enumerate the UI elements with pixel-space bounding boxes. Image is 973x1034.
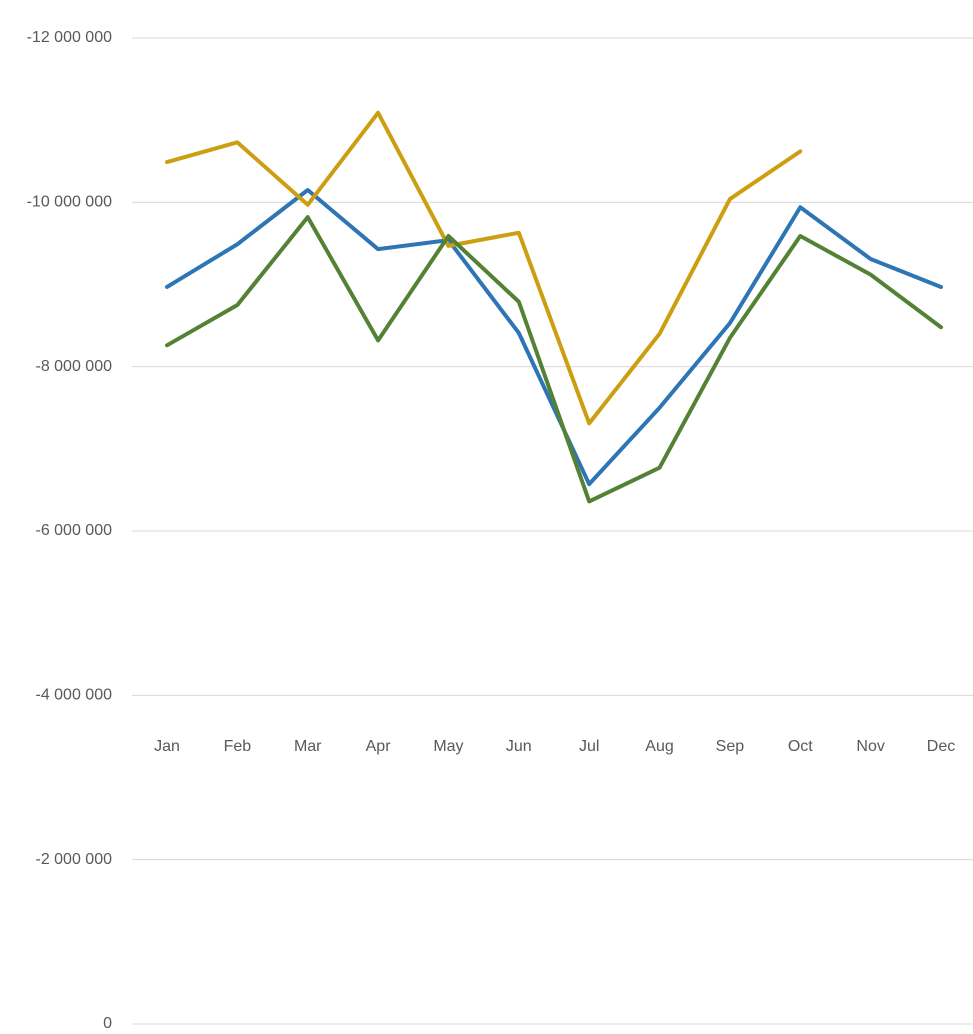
- y-tick-label: -4 000 000: [35, 687, 112, 704]
- x-tick-label: Oct: [788, 738, 813, 755]
- x-tick-label: Aug: [645, 738, 673, 755]
- x-tick-label: May: [433, 738, 463, 755]
- y-tick-label: -2 000 000: [35, 851, 112, 868]
- x-tick-label: Jan: [154, 738, 180, 755]
- x-tick-label: Jul: [579, 738, 599, 755]
- x-tick-label: Sep: [716, 738, 745, 755]
- y-tick-label: -8 000 000: [35, 358, 112, 375]
- y-tick-label: -12 000 000: [27, 29, 113, 46]
- y-tick-label: -6 000 000: [35, 522, 112, 539]
- x-tick-label: Dec: [927, 738, 955, 755]
- x-tick-label: Apr: [366, 738, 392, 755]
- x-tick-label: Feb: [224, 738, 252, 755]
- x-tick-label: Mar: [294, 738, 322, 755]
- y-tick-label: 0: [103, 1015, 112, 1032]
- series-line: [165, 110, 803, 426]
- series-line: [165, 188, 943, 487]
- y-tick-label: -10 000 000: [27, 194, 113, 211]
- series-line: [165, 215, 943, 504]
- x-tick-label: Jun: [506, 738, 532, 755]
- x-tick-label: Nov: [856, 738, 884, 755]
